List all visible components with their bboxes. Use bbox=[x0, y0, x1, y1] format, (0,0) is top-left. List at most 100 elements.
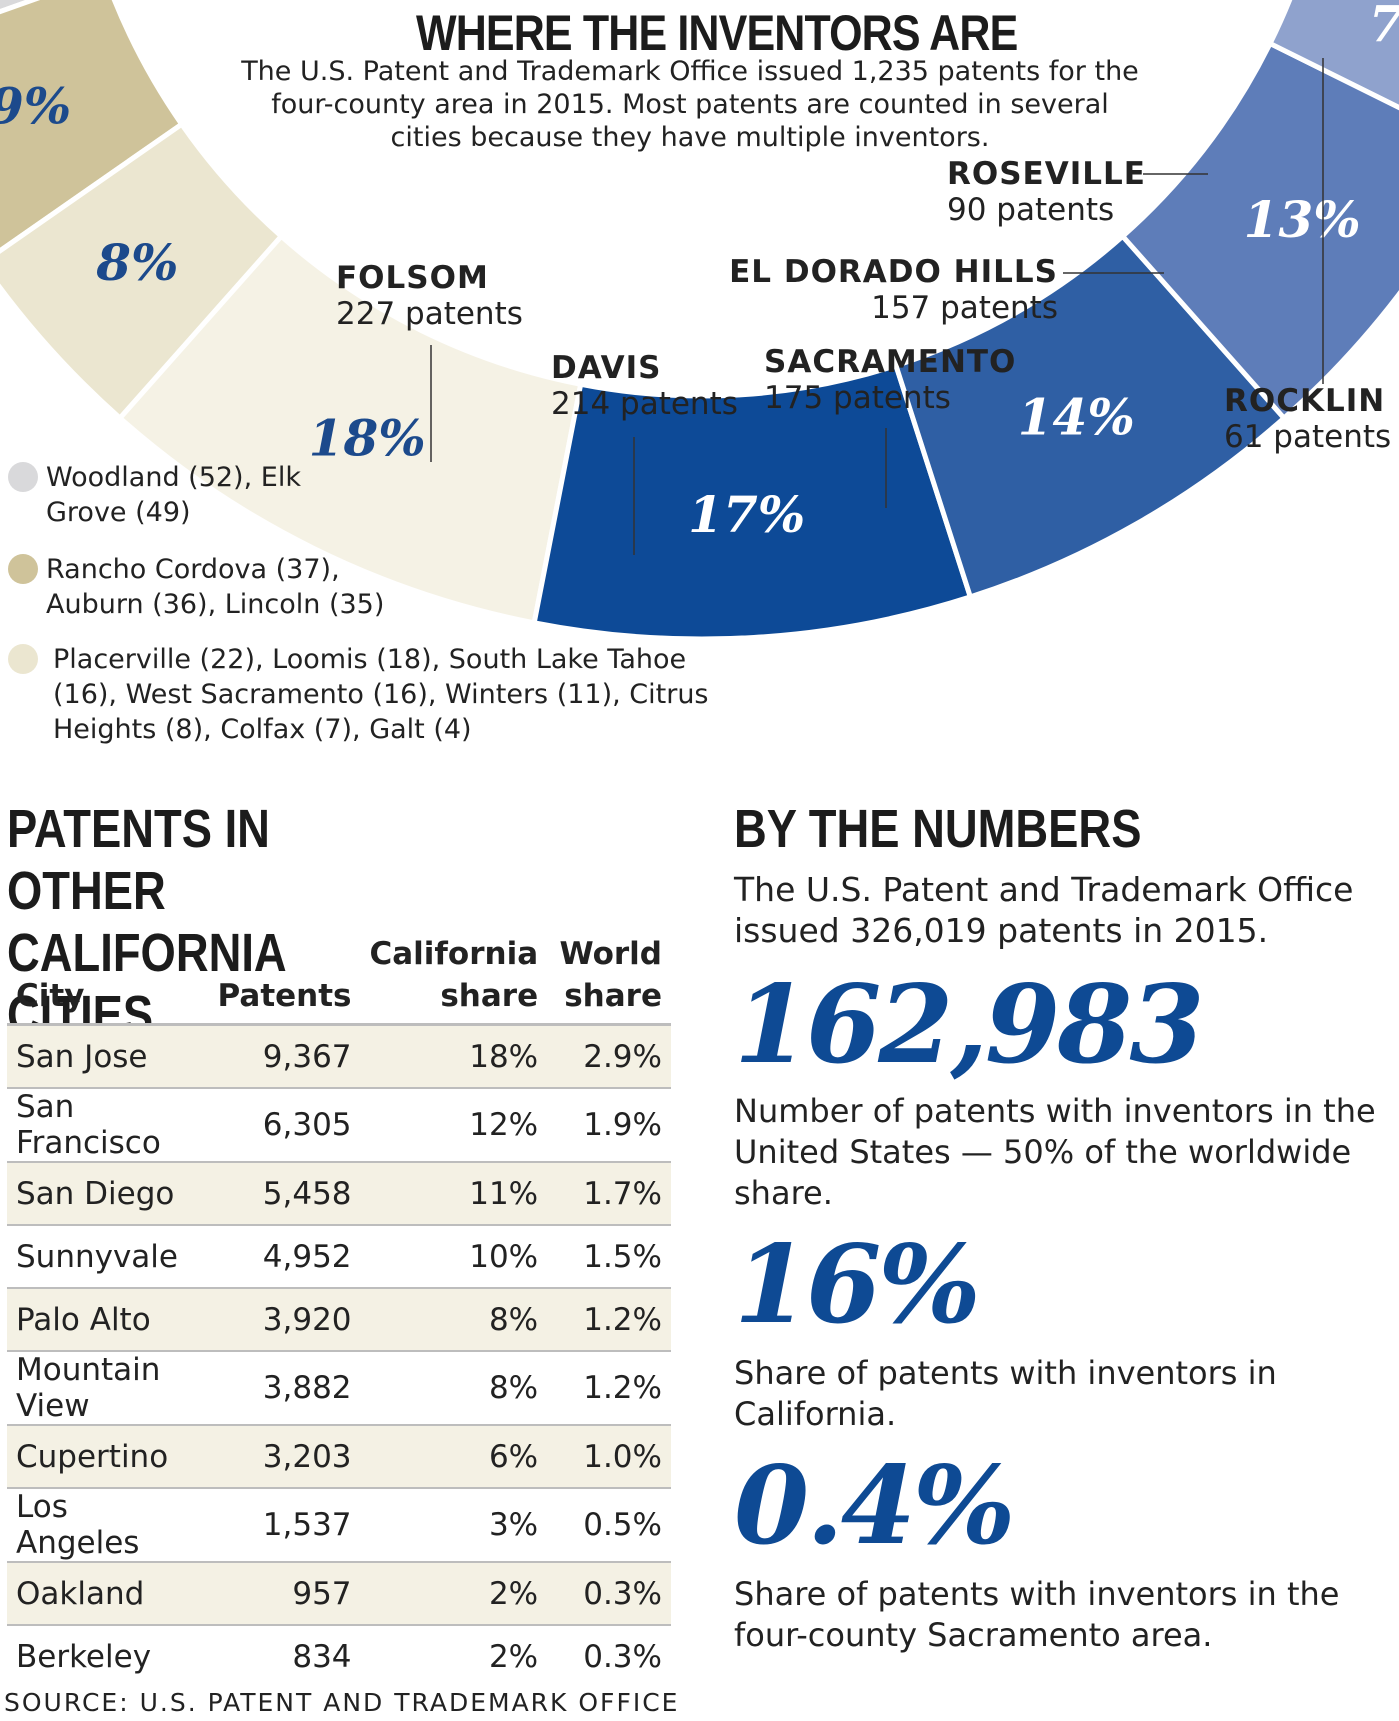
roseville-count: 90 patents bbox=[947, 192, 1115, 228]
table-row: Oakland 957 2% 0.3% bbox=[7, 1562, 671, 1626]
table-header-row: City Patents California share World shar… bbox=[7, 933, 671, 1026]
legend-swatch bbox=[8, 462, 38, 492]
stat-description: Share of patents with inventors in Calif… bbox=[734, 1354, 1277, 1433]
cell-ca-share: 2% bbox=[360, 1562, 548, 1626]
segment-percent-label: 8% bbox=[95, 233, 178, 292]
segment-percent-label: 14% bbox=[1018, 387, 1135, 446]
cell-world-share: 1.5% bbox=[547, 1225, 671, 1289]
roseville-label: ROSEVILLE 90 patents bbox=[947, 156, 1146, 228]
folsom-name: FOLSOM bbox=[336, 260, 489, 296]
col-header-ca-share: California share bbox=[360, 933, 548, 1026]
col-header-world-share: World share bbox=[547, 933, 671, 1026]
cell-patents: 3,920 bbox=[208, 1288, 361, 1352]
cell-city: Palo Alto bbox=[7, 1288, 209, 1352]
table-row: Palo Alto 3,920 8% 1.2% bbox=[7, 1288, 671, 1352]
cell-world-share: 1.2% bbox=[547, 1288, 671, 1352]
el-dorado-hills-count: 157 patents bbox=[871, 290, 1058, 326]
sacramento-count: 175 patents bbox=[764, 380, 951, 416]
rocklin-label: ROCKLIN 61 patents bbox=[1224, 383, 1391, 455]
table-row: Cupertino 3,203 6% 1.0% bbox=[7, 1425, 671, 1489]
patents-table: City Patents California share World shar… bbox=[7, 933, 671, 1687]
cell-city: Sunnyvale bbox=[7, 1225, 209, 1289]
donut-chart: 8%9%8%18%17%14%13%7%5% bbox=[0, 0, 1399, 642]
legend-label: Woodland (52), Elk Grove (49) bbox=[46, 462, 301, 528]
cell-ca-share: 8% bbox=[360, 1288, 548, 1352]
cell-ca-share: 2% bbox=[488, 1638, 539, 1675]
davis-name: DAVIS bbox=[551, 350, 662, 386]
donut-segment bbox=[1119, 40, 1399, 422]
legend-label: Placerville (22), Loomis (18), South Lak… bbox=[53, 644, 709, 745]
cell-ca-share: 10% bbox=[360, 1225, 548, 1289]
cell-patents: 1,537 bbox=[208, 1488, 361, 1563]
segment-percent-label: 7% bbox=[1369, 0, 1399, 54]
col-header-patents: Patents bbox=[208, 933, 361, 1026]
el-dorado-hills-name: EL DORADO HILLS bbox=[729, 254, 1058, 290]
cell-patents: 957 bbox=[208, 1562, 361, 1626]
cell-city: San Jose bbox=[7, 1024, 209, 1089]
cell-world-share: 1.2% bbox=[547, 1351, 671, 1426]
cell-ca-share: 11% bbox=[360, 1162, 548, 1226]
legend-swatch bbox=[8, 644, 38, 674]
cell-world-share: 1.9% bbox=[547, 1088, 671, 1163]
segment-percent-label: 13% bbox=[1244, 190, 1361, 249]
legend: Woodland (52), Elk Grove (49) Rancho Cor… bbox=[8, 460, 768, 747]
cell-ca-share: 12% bbox=[360, 1088, 548, 1163]
table-row: Sunnyvale 4,952 10% 1.5% bbox=[7, 1225, 671, 1289]
cell-city: Berkeley bbox=[16, 1638, 152, 1675]
stat-value: 16% bbox=[734, 1222, 981, 1348]
folsom-count: 227 patents bbox=[336, 296, 523, 332]
cell-ca-share: 8% bbox=[360, 1351, 548, 1426]
cell-city: San Diego bbox=[7, 1162, 209, 1226]
davis-count: 214 patents bbox=[551, 386, 738, 422]
table-row: Berkeley 834 2% 0.3% bbox=[7, 1625, 671, 1687]
legend-item: Placerville (22), Loomis (18), South Lak… bbox=[8, 642, 768, 747]
cell-world-share: 1.7% bbox=[547, 1162, 671, 1226]
by-numbers-title: BY THE NUMBERS bbox=[734, 799, 1142, 859]
col-header-city: City bbox=[7, 933, 209, 1026]
cell-city: Oakland bbox=[7, 1562, 209, 1626]
cell-ca-share: 3% bbox=[360, 1488, 548, 1563]
segment-percent-label: 9% bbox=[0, 76, 71, 135]
cell-patents: 5,458 bbox=[208, 1162, 361, 1226]
cell-patents: 9,367 bbox=[208, 1024, 361, 1089]
sacramento-label: SACRAMENTO 175 patents bbox=[764, 344, 1016, 416]
folsom-label: FOLSOM 227 patents bbox=[336, 260, 523, 332]
cell-patents: 834 bbox=[292, 1638, 352, 1675]
cell-patents: 4,952 bbox=[208, 1225, 361, 1289]
cell-city: Mountain View bbox=[7, 1351, 209, 1426]
stat-value: 0.4% bbox=[734, 1443, 1016, 1569]
roseville-name: ROSEVILLE bbox=[947, 156, 1146, 192]
table-row: Los Angeles 1,537 3% 0.5% bbox=[7, 1488, 671, 1563]
stat-description: Share of patents with inventors in the f… bbox=[734, 1575, 1340, 1654]
cell-ca-share: 6% bbox=[360, 1425, 548, 1489]
cell-world-share: 0.3% bbox=[583, 1638, 662, 1675]
cell-city: San Francisco bbox=[7, 1088, 209, 1163]
cell-world-share: 0.3% bbox=[547, 1562, 671, 1626]
cell-world-share: 0.5% bbox=[547, 1488, 671, 1563]
rocklin-name: ROCKLIN bbox=[1224, 383, 1386, 419]
stat-value: 162,983 bbox=[734, 962, 1204, 1088]
donut-segment bbox=[1266, 0, 1399, 111]
cell-city: Cupertino bbox=[7, 1425, 209, 1489]
source-note: SOURCE: U.S. PATENT AND TRADEMARK OFFICE bbox=[4, 1688, 680, 1717]
legend-label: Rancho Cordova (37), Auburn (36), Lincol… bbox=[46, 554, 385, 620]
chart-title: WHERE THE INVENTORS ARE bbox=[416, 5, 1018, 61]
davis-label: DAVIS 214 patents bbox=[551, 350, 738, 422]
table-row: San Jose 9,367 18% 2.9% bbox=[7, 1024, 671, 1089]
legend-swatch bbox=[8, 554, 38, 584]
legend-item: Rancho Cordova (37), Auburn (36), Lincol… bbox=[8, 552, 768, 622]
cell-ca-share: 18% bbox=[360, 1024, 548, 1089]
sacramento-name: SACRAMENTO bbox=[764, 344, 1017, 380]
segment-percent-label: 17% bbox=[688, 485, 805, 544]
table-row: San Diego 5,458 11% 1.7% bbox=[7, 1162, 671, 1226]
cell-patents: 3,882 bbox=[208, 1351, 361, 1426]
by-numbers-intro: The U.S. Patent and Trademark Office iss… bbox=[734, 870, 1354, 950]
table-row: Mountain View 3,882 8% 1.2% bbox=[7, 1351, 671, 1426]
donut-segment bbox=[0, 0, 41, 15]
cell-patents: 3,203 bbox=[208, 1425, 361, 1489]
stat-description: Number of patents with inventors in the … bbox=[734, 1092, 1376, 1212]
segment-percent-label: 18% bbox=[309, 408, 426, 467]
el-dorado-hills-label: EL DORADO HILLS 157 patents bbox=[700, 254, 1058, 326]
cell-city: Los Angeles bbox=[7, 1488, 209, 1563]
